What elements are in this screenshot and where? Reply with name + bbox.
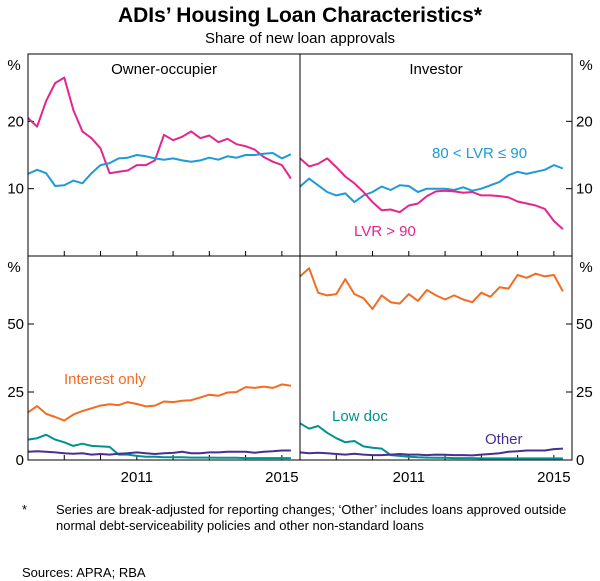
footnote: * Series are break-adjusted for reportin… (22, 502, 582, 534)
panel-bottom-right: 0 25 50% 2011 2015 Low doc Other (299, 259, 593, 486)
y-tick-label: 0 (16, 452, 24, 469)
series-label: LVR > 90 (354, 223, 416, 240)
y-tick-label: 10 (576, 181, 593, 198)
chart-title: ADIs’ Housing Loan Characteristics* (118, 4, 483, 27)
x-tick-label: 2011 (393, 469, 425, 486)
series-line-lvr-90 (299, 157, 564, 230)
y-tick-label: 25 (576, 384, 593, 401)
panel-title-top-left: Owner-occupier (111, 61, 217, 78)
series-line-other (299, 447, 563, 457)
series-line-low-doc (27, 433, 291, 460)
series-line-80-lvr-90 (27, 152, 292, 187)
x-tick-label: 2015 (265, 469, 298, 486)
panel-title-top-right: Investor (409, 61, 462, 78)
series-line-other (27, 449, 291, 456)
y-unit-label: % (7, 259, 20, 276)
series-label: Low doc (332, 408, 388, 425)
footnote-text: Series are break-adjusted for reporting … (56, 502, 567, 533)
y-unit-label: % (7, 57, 20, 74)
series-line-80-lvr-90 (299, 164, 564, 204)
y-tick-label: 25 (7, 384, 24, 401)
series-line-series-0 (299, 267, 564, 310)
y-tick-label: 20 (576, 113, 593, 130)
sources: Sources: APRA; RBA (22, 565, 146, 580)
x-tick-label: 2011 (121, 469, 153, 486)
series-line-lvr-90 (27, 76, 292, 180)
series-label: Other (485, 431, 523, 448)
y-unit-label: % (579, 259, 592, 276)
y-tick-label: 50 (7, 316, 24, 333)
panel-top-right: Investor 10 20% 80 < LVR ≤ 90 LVR > 90 (299, 57, 593, 256)
panel-top-left: Owner-occupier 10 20% (7, 57, 292, 256)
y-tick-label: 0 (576, 452, 584, 469)
x-tick-label: 2015 (537, 469, 570, 486)
chart-subtitle: Share of new loan approvals (205, 30, 395, 47)
series-label: Interest only (64, 371, 146, 388)
series-label: 80 < LVR ≤ 90 (432, 145, 527, 162)
y-tick-label: 10 (7, 181, 24, 198)
panel-bottom-left: 0 25 50% 2011 2015 Interest only (7, 259, 298, 486)
y-tick-label: 50 (576, 316, 593, 333)
series-line-low-doc (299, 422, 563, 460)
footnote-mark: * (22, 502, 28, 517)
y-unit-label: % (579, 57, 592, 74)
chart-canvas: ADIs’ Housing Loan Characteristics* Shar… (7, 4, 593, 486)
y-tick-label: 20 (7, 113, 24, 130)
series-line-interest-only (27, 383, 292, 422)
plot-area: Owner-occupier 10 20% Investor 10 20% 80 < LVR… (7, 53, 593, 486)
